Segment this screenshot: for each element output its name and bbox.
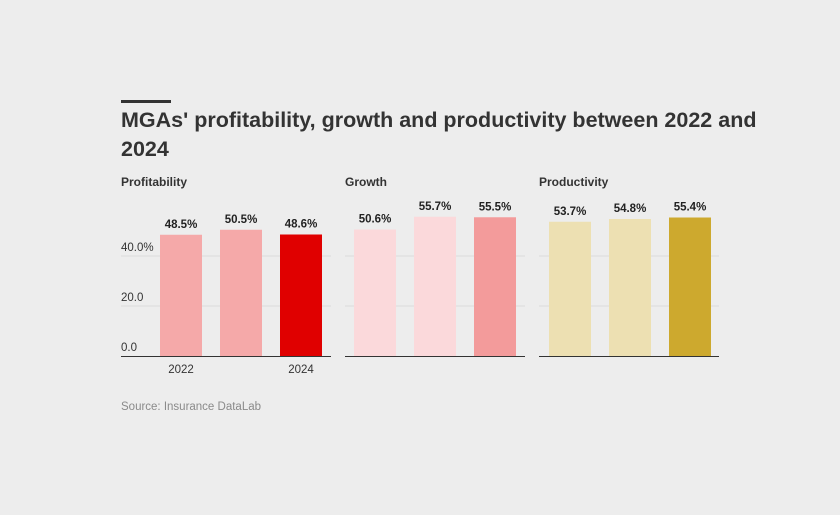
bar-productivity-2024 [669,217,711,356]
bar-profitability-2022 [160,234,202,356]
panel-title-profitability: Profitability [121,175,187,189]
source-note: Source: Insurance DataLab [121,401,262,413]
title-rule [121,100,171,103]
value-label-profitability-2024: 48.6% [285,219,318,231]
panel-title-growth: Growth [345,175,387,189]
bar-profitability-2023 [220,229,262,356]
bar-growth-2022 [354,229,396,356]
bar-productivity-2023 [609,219,651,356]
chart-title: MGAs' profitability, growth and producti… [121,108,757,161]
value-label-productivity-2024: 55.4% [674,202,707,214]
x-tick-label-2024: 2024 [288,364,314,376]
value-label-productivity-2022: 53.7% [554,206,587,218]
bar-profitability-2024 [280,234,322,356]
value-label-growth-2022: 50.6% [359,214,392,226]
bar-growth-2024 [474,217,516,356]
value-label-productivity-2023: 54.8% [614,203,647,215]
bar-growth-2023 [414,216,456,356]
panel-title-productivity: Productivity [539,175,609,189]
value-label-growth-2023: 55.7% [419,201,452,213]
value-label-profitability-2023: 50.5% [225,214,258,226]
bar-productivity-2022 [549,221,591,356]
value-label-growth-2024: 55.5% [479,201,512,213]
y-tick-label-40: 40.0% [121,242,154,254]
value-label-profitability-2022: 48.5% [165,219,198,231]
y-tick-label-20: 20.0 [121,292,143,304]
x-tick-label-2022: 2022 [168,364,194,376]
y-tick-label-0: 0.0 [121,342,137,354]
